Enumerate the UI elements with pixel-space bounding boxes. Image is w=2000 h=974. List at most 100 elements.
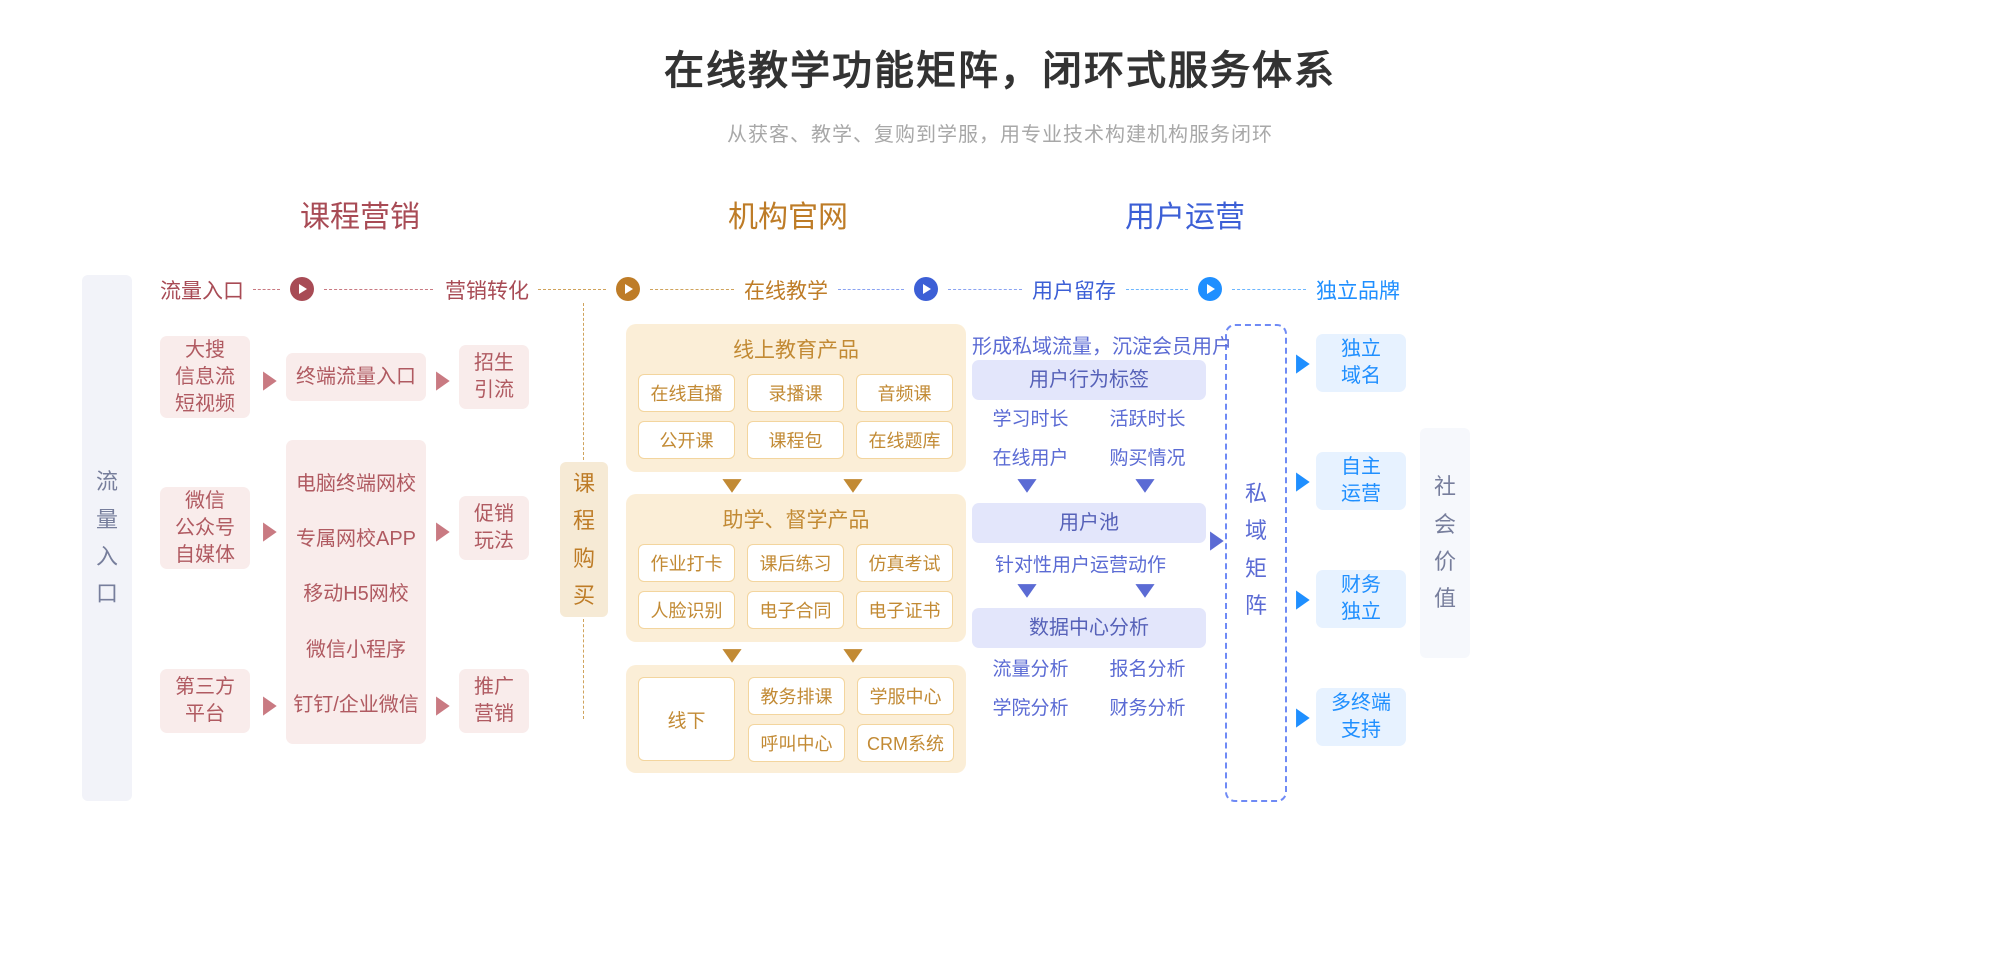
chevron-down-icon: ▶ (842, 649, 867, 663)
dash (948, 289, 1022, 290)
og3-cell: 学服中心 (857, 677, 954, 715)
orange-group-1: 线上教育产品 在线直播 录播课 音频课 公开课 课程包 在线题库 (626, 324, 966, 472)
tag: 活跃时长 (1089, 404, 1206, 431)
sub-traffic: 流量入口 (160, 275, 244, 305)
og3-cell: 呼叫中心 (748, 724, 845, 762)
src-c: 第三方 平台 (160, 669, 250, 733)
dash (324, 289, 433, 290)
pillar-mid: 课程购买 (560, 462, 608, 617)
play-icon (616, 277, 640, 301)
og2-cell: 电子合同 (747, 591, 844, 629)
og1-cell: 音频课 (856, 374, 953, 412)
chevron-right-icon: ▶ (263, 366, 277, 391)
page-subtitle: 从获客、教学、复购到学服，用专业技术构建机构服务闭环 (0, 118, 2000, 147)
orange-group-2: 助学、督学产品 作业打卡 课后练习 仿真考试 人脸识别 电子合同 电子证书 (626, 494, 966, 642)
dash (1232, 289, 1306, 290)
play-icon (914, 277, 938, 301)
sub-convert: 营销转化 (445, 275, 529, 305)
chevron-down-icon: ▶ (721, 649, 746, 663)
section-marketing: 课程营销 (300, 192, 420, 236)
og2-cell: 电子证书 (856, 591, 953, 629)
chevron-right-icon: ▶ (263, 517, 277, 542)
dash (1126, 289, 1188, 290)
chevron-right-icon: ▶ (1296, 349, 1310, 374)
analytics-item: 流量分析 (972, 654, 1089, 681)
convert-c: 推广 营销 (459, 669, 529, 733)
brand-a: 独立 域名 (1316, 334, 1406, 392)
dash (253, 289, 280, 290)
og3-cell: CRM系统 (857, 724, 954, 762)
og2-title: 助学、督学产品 (626, 504, 966, 534)
section-headers: 课程营销 机构官网 用户运营 (0, 192, 2000, 232)
sub-header-row: 流量入口 营销转化 在线教学 用户留存 独立品牌 (0, 275, 2000, 305)
platform-list: 电脑终端网校 专属网校APP 移动H5网校 微信小程序 钉钉/企业微信 (286, 440, 426, 744)
platform-item: 移动H5网校 (286, 577, 426, 606)
sub-brand: 独立品牌 (1316, 275, 1400, 305)
chevron-down-icon: ▶ (1016, 584, 1041, 598)
og1-cell: 在线题库 (856, 421, 953, 459)
chevron-right-icon: ▶ (1210, 526, 1224, 551)
platform-item: 钉钉/企业微信 (286, 688, 426, 717)
play-icon (1198, 277, 1222, 301)
tag: 学习时长 (972, 404, 1089, 431)
tag: 购买情况 (1089, 443, 1206, 470)
pool-sub: 针对性用户运营动作 (995, 550, 1166, 577)
pillar-far-right: 社会价值 (1420, 428, 1470, 658)
terminal-box: 终端流量入口 (286, 353, 426, 401)
convert-a: 招生 引流 (459, 345, 529, 409)
og3-cell: 教务排课 (748, 677, 845, 715)
analytics-item: 学院分析 (972, 693, 1089, 720)
chevron-down-icon: ▶ (1016, 479, 1041, 493)
vdash (583, 619, 584, 719)
dash (838, 289, 904, 290)
og2-cell: 课后练习 (747, 544, 844, 582)
chevron-down-icon: ▶ (1134, 479, 1159, 493)
chevron-right-icon: ▶ (1296, 703, 1310, 728)
src-a: 大搜 信息流 短视频 (160, 336, 250, 418)
analytics-item: 财务分析 (1089, 693, 1206, 720)
platform-item: 电脑终端网校 (286, 467, 426, 496)
brand-b: 自主 运营 (1316, 452, 1406, 510)
og1-cell: 课程包 (747, 421, 844, 459)
og1-cell: 公开课 (638, 421, 735, 459)
dash (650, 289, 734, 290)
chevron-right-icon: ▶ (1296, 467, 1310, 492)
page-title: 在线教学功能矩阵，闭环式服务体系 (0, 0, 2000, 96)
play-icon (290, 277, 314, 301)
tag: 在线用户 (972, 443, 1089, 470)
src-b: 微信 公众号 自媒体 (160, 487, 250, 569)
dash (538, 289, 606, 290)
og3-side: 线下 (638, 677, 735, 761)
convert-b: 促销 玩法 (459, 496, 529, 560)
section-ops: 用户运营 (1125, 192, 1245, 236)
brand-c: 财务 独立 (1316, 570, 1406, 628)
og2-cell: 人脸识别 (638, 591, 735, 629)
og1-title: 线上教育产品 (626, 334, 966, 364)
chevron-down-icon: ▶ (1134, 584, 1159, 598)
platform-item: 微信小程序 (286, 633, 426, 662)
analytics-item: 报名分析 (1089, 654, 1206, 681)
tag-grid: 学习时长 活跃时长 在线用户 购买情况 (972, 404, 1206, 470)
section-site: 机构官网 (728, 192, 848, 236)
brand-d: 多终端 支持 (1316, 688, 1406, 746)
og1-cell: 录播课 (747, 374, 844, 412)
og1-cell: 在线直播 (638, 374, 735, 412)
platform-item: 专属网校APP (286, 522, 426, 551)
pillar-right-label: 私域矩阵 (1245, 475, 1267, 625)
blue-caption: 形成私域流量，沉淀会员用户 (972, 330, 1232, 359)
analytics-title: 数据中心分析 (972, 608, 1206, 648)
chevron-right-icon: ▶ (1296, 585, 1310, 610)
tag-title: 用户行为标签 (972, 360, 1206, 400)
chevron-down-icon: ▶ (842, 479, 867, 493)
chevron-down-icon: ▶ (721, 479, 746, 493)
chevron-right-icon: ▶ (436, 366, 450, 391)
og2-cell: 作业打卡 (638, 544, 735, 582)
chevron-right-icon: ▶ (436, 691, 450, 716)
og2-cell: 仿真考试 (856, 544, 953, 582)
pool-title: 用户池 (972, 503, 1206, 543)
pillar-left: 流量入口 (82, 275, 132, 801)
orange-group-3: 线下 教务排课 学服中心 呼叫中心 CRM系统 (626, 665, 966, 773)
vdash (583, 303, 584, 460)
sub-retain: 用户留存 (1032, 275, 1116, 305)
analytics-grid: 流量分析 报名分析 学院分析 财务分析 (972, 654, 1206, 720)
